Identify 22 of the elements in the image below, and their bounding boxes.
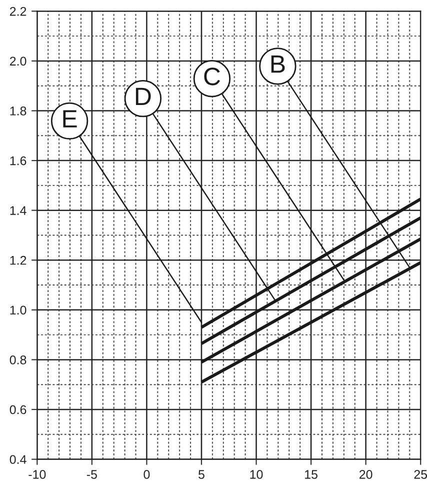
annotation: C (204, 68, 220, 86)
y-tick-label: 2.2 (10, 6, 26, 16)
x-tick-label: 25 (414, 470, 427, 479)
x-tick-label: 0 (144, 470, 150, 479)
y-tick-label: 0.4 (10, 455, 26, 464)
y-tick-label: 1.4 (10, 206, 26, 215)
y-tick-label: 2.0 (10, 56, 26, 66)
y-tick-label: 0.8 (10, 355, 26, 364)
x-tick-label: -5 (86, 470, 97, 479)
y-tick-label: 1.8 (10, 106, 26, 116)
x-tick-label: 10 (250, 470, 263, 479)
x-tick-label: 20 (359, 470, 372, 479)
annotation: E (63, 110, 77, 128)
y-tick-label: 1.0 (10, 306, 26, 315)
y-tick-label: 1.2 (10, 256, 26, 265)
annotation: B (271, 55, 285, 73)
x-tick-label: 5 (198, 470, 204, 479)
x-tick-label: 15 (305, 470, 318, 479)
x-tick-label: -10 (28, 470, 46, 479)
y-tick-label: 1.6 (10, 156, 26, 166)
annotation: D (136, 88, 151, 106)
y-tick-label: 0.6 (10, 405, 26, 414)
